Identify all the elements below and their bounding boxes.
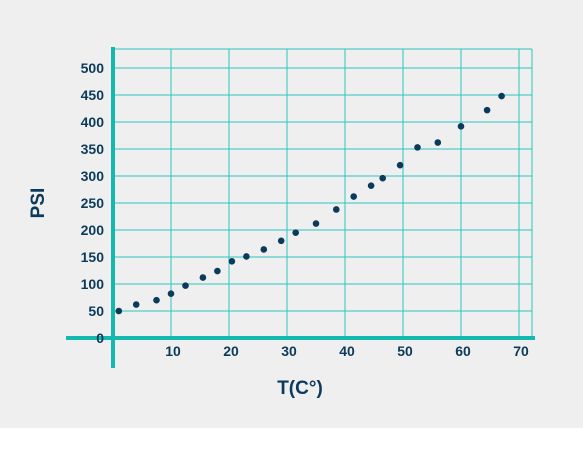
x-tick-label: 60 [455,343,471,359]
axes [66,47,535,368]
y-tick-label: 0 [96,330,104,346]
data-point [292,229,300,236]
y-tick-label: 350 [81,141,105,157]
x-tick-label: 30 [281,343,297,359]
y-tick-label: 250 [81,195,105,211]
data-point [115,307,123,315]
data-point [228,258,236,265]
data-point [243,253,250,260]
y-tick-label: 500 [81,60,105,76]
data-point [132,301,140,308]
y-tick-label: 200 [81,222,105,238]
x-axis-label: T(C°) [277,378,323,399]
x-tick-label: 10 [165,343,181,359]
data-point [199,274,207,281]
y-tick-label: 400 [81,114,105,130]
data-point [167,290,175,298]
y-tick-label: 150 [81,249,105,265]
data-point [260,246,268,253]
x-tick-label: 20 [223,343,239,359]
data-point [498,92,505,100]
data-point [367,182,375,190]
y-tick-label: 450 [81,87,105,103]
data-point [434,139,442,146]
data-point [333,206,340,213]
data-point [457,123,465,130]
x-tick-label: 40 [339,343,355,359]
data-point [414,144,421,151]
data-point [277,237,285,245]
x-tick-label: 70 [513,343,529,359]
data-point [312,220,320,227]
grid-lines [113,48,533,338]
y-axis-label: PSI [28,188,49,219]
y-tick-label: 300 [81,168,105,184]
data-point [396,161,404,169]
y-tick-labels: 0 50 100 150 200 250 300 350 400 450 500 [81,60,105,346]
x-tick-label: 50 [397,343,413,359]
data-point [153,296,160,304]
data-point [214,267,221,275]
data-point [379,174,387,182]
data-point [350,193,358,200]
y-tick-label: 50 [88,303,104,319]
chart-background [0,0,583,428]
data-point [483,106,491,114]
data-points [115,92,505,315]
data-point [182,282,189,289]
x-tick-labels: 10 20 30 40 50 60 70 [165,343,529,359]
y-tick-label: 100 [81,276,105,292]
